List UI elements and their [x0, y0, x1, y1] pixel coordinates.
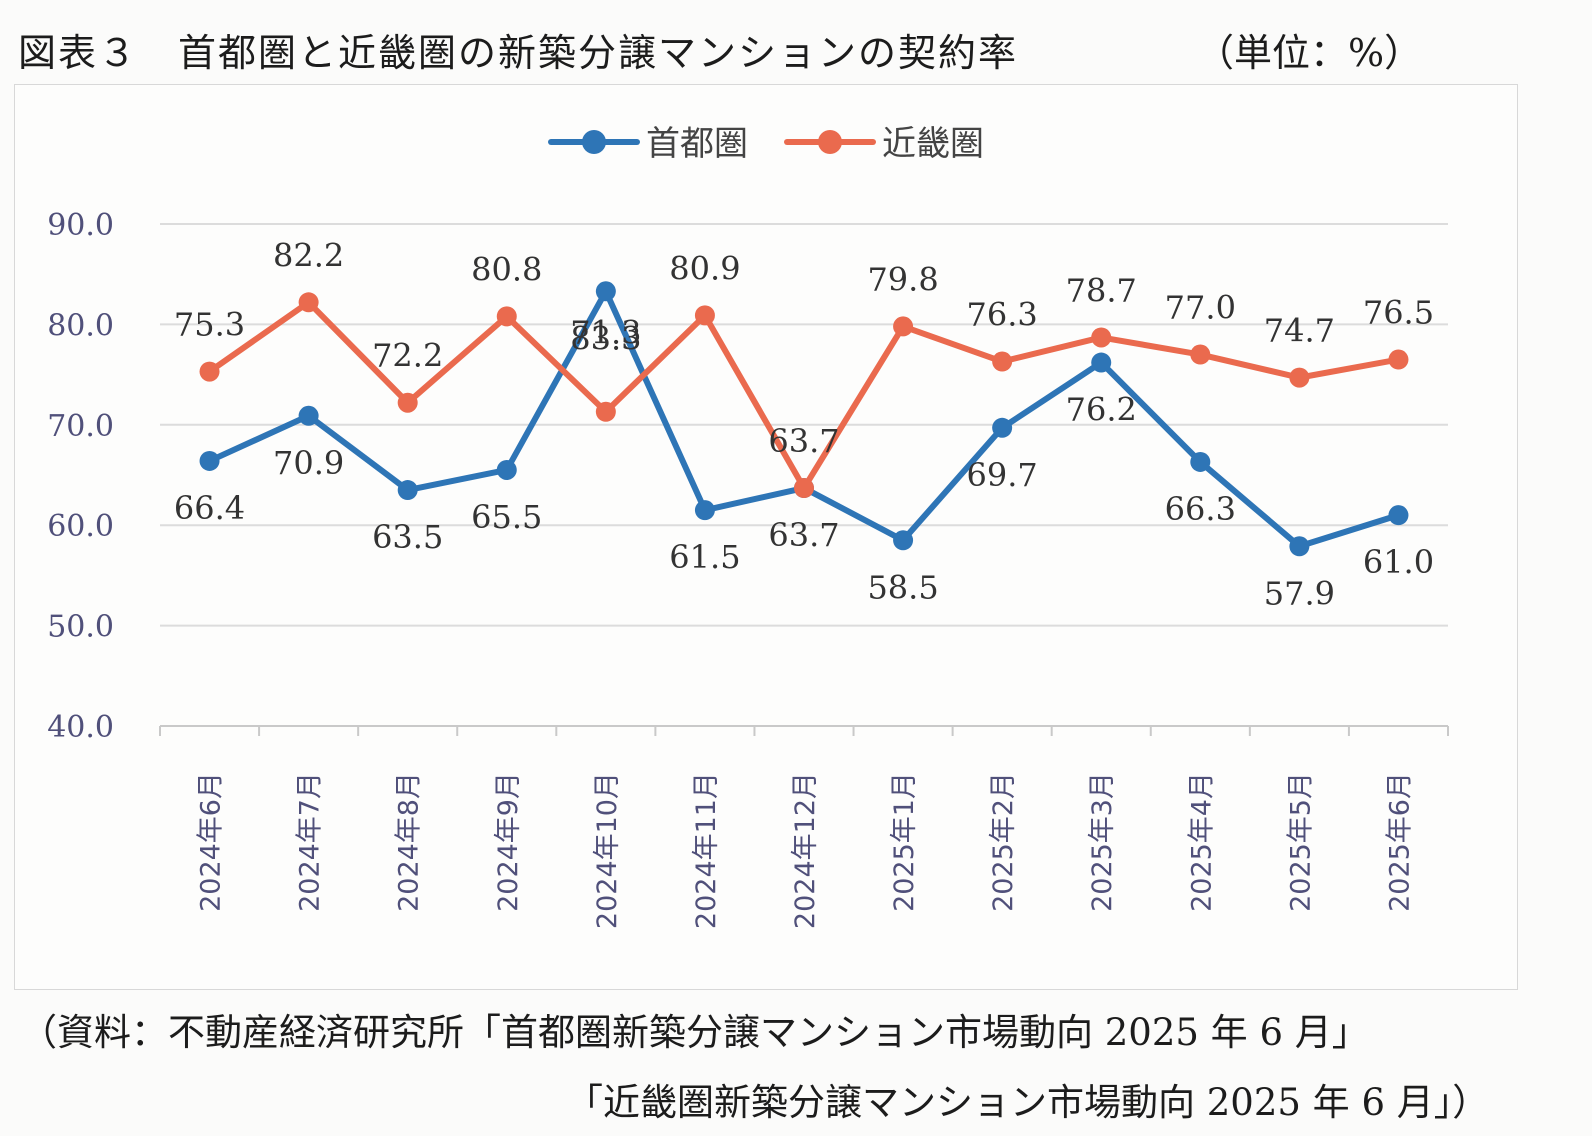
- data-label: 80.9: [669, 249, 740, 287]
- data-point: [199, 361, 220, 382]
- data-label: 71.3: [570, 314, 641, 352]
- x-tick-label: 2024年6月: [196, 772, 227, 912]
- y-tick-label: 70.0: [47, 409, 114, 444]
- data-label: 63.7: [768, 422, 839, 460]
- data-point: [893, 530, 914, 551]
- data-label: 65.5: [471, 498, 542, 536]
- data-label: 76.3: [967, 296, 1038, 334]
- data-point: [1091, 327, 1112, 348]
- data-label: 61.5: [669, 538, 740, 576]
- data-point: [992, 351, 1013, 372]
- data-point: [1289, 367, 1310, 388]
- data-label: 66.3: [1165, 490, 1236, 528]
- data-label: 78.7: [1066, 271, 1137, 309]
- y-tick-label: 80.0: [47, 308, 114, 343]
- source-line-2: 「近畿圏新築分譲マンション市場動向 2025 年 6 月」）: [566, 1081, 1490, 1124]
- data-label: 76.5: [1363, 294, 1434, 332]
- data-point: [595, 401, 616, 422]
- x-tick-label: 2024年9月: [493, 772, 524, 912]
- legend-item-shutoken: 首都圏: [548, 116, 748, 165]
- data-label: 57.9: [1264, 574, 1335, 612]
- series-line-kinki: [206, 299, 1402, 492]
- data-point: [1388, 349, 1409, 370]
- data-point: [298, 405, 319, 426]
- data-label: 82.2: [273, 236, 344, 274]
- x-tick-label: 2024年10月: [592, 772, 623, 929]
- source-line-1: （資料：不動産経済研究所「首都圏新築分譲マンション市場動向 2025 年 6 月…: [20, 1011, 1369, 1054]
- data-point: [1190, 451, 1211, 472]
- data-point: [397, 480, 418, 501]
- y-tick-label: 40.0: [47, 710, 114, 745]
- data-point: [298, 292, 319, 313]
- legend-item-kinki: 近畿圏: [784, 116, 984, 165]
- unit-label: （単位：%）: [1196, 31, 1423, 75]
- legend-swatch-kinki: [784, 126, 876, 156]
- x-tick-label: 2025年2月: [988, 772, 1019, 912]
- x-tick-label: 2024年7月: [295, 772, 326, 912]
- data-label: 76.2: [1066, 391, 1137, 429]
- data-label: 69.7: [967, 456, 1038, 494]
- y-tick-label: 90.0: [47, 208, 114, 243]
- data-label: 77.0: [1165, 289, 1236, 327]
- x-tick-label: 2024年12月: [790, 772, 821, 929]
- data-point: [694, 305, 715, 326]
- data-label: 80.8: [471, 250, 542, 288]
- x-tick-label: 2025年4月: [1186, 772, 1217, 912]
- y-tick-label: 50.0: [47, 610, 114, 645]
- data-label: 79.8: [867, 260, 938, 298]
- data-label: 70.9: [273, 444, 344, 482]
- data-label: 63.7: [768, 516, 839, 554]
- data-point: [694, 500, 715, 521]
- data-label: 61.0: [1363, 543, 1434, 581]
- data-point: [496, 306, 517, 327]
- data-point: [199, 450, 220, 471]
- data-label: 58.5: [867, 568, 938, 606]
- data-point: [397, 392, 418, 413]
- data-point: [893, 316, 914, 337]
- data-point: [1388, 505, 1409, 526]
- x-tick-label: 2025年5月: [1285, 772, 1316, 912]
- data-label: 72.2: [372, 337, 443, 375]
- data-point: [1289, 536, 1310, 557]
- data-point: [595, 281, 616, 302]
- y-tick-label: 60.0: [47, 509, 114, 544]
- data-point: [794, 478, 814, 499]
- x-tick-label: 2024年8月: [394, 772, 425, 912]
- data-point: [992, 417, 1013, 438]
- legend: 首都圏 近畿圏: [548, 116, 1020, 165]
- legend-label-kinki: 近畿圏: [882, 124, 984, 164]
- data-label: 74.7: [1264, 312, 1335, 350]
- legend-swatch-shutoken: [548, 126, 640, 156]
- data-label: 66.4: [174, 489, 245, 527]
- legend-label-shutoken: 首都圏: [646, 124, 748, 164]
- data-label: 63.5: [372, 518, 443, 556]
- x-tick-label: 2024年11月: [691, 772, 722, 929]
- data-point: [1190, 344, 1211, 365]
- data-label: 75.3: [174, 306, 245, 344]
- x-tick-label: 2025年6月: [1384, 772, 1415, 912]
- data-point: [1091, 352, 1112, 373]
- data-point: [496, 459, 517, 480]
- chart-frame: [14, 84, 1518, 990]
- data-label: 83.3: [570, 319, 641, 357]
- x-tick-label: 2025年3月: [1087, 772, 1118, 912]
- chart-title: 図表３ 首都圏と近畿圏の新築分譲マンションの契約率: [18, 31, 1019, 75]
- x-tick-label: 2025年1月: [889, 772, 920, 912]
